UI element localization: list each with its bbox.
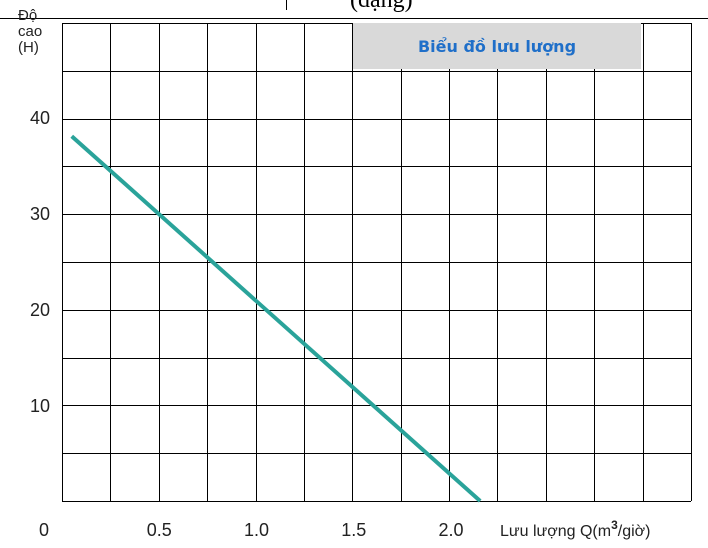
chart-legend: Biểu đồ lưu lượng [353, 23, 641, 69]
x-axis-label: Lưu lượng Q(m3/giờ) [500, 518, 650, 540]
x-tick-labels: 0 0.5 1.0 1.5 2.0 [39, 520, 464, 540]
header-fragment: (dạng) [0, 0, 708, 20]
y-axis-label-line: (H) [18, 39, 39, 56]
header-fragment-text: (dạng) [350, 0, 413, 13]
y-axis-label-line: Độ [18, 7, 37, 24]
header-divider [286, 0, 287, 10]
header-rule [0, 18, 708, 19]
series-line [70, 134, 482, 503]
legend-background [353, 23, 641, 69]
x-tick-label: 0 [39, 520, 49, 540]
y-axis-label-line: cao [18, 23, 42, 40]
y-tick-labels: 10 20 30 40 [30, 108, 50, 416]
chart-title: Biểu đồ lưu lượng [418, 37, 576, 56]
x-tick-label: 2.0 [438, 520, 463, 540]
y-tick-label: 30 [30, 204, 50, 224]
y-tick-label: 20 [30, 300, 50, 320]
x-tick-label: 1.0 [244, 520, 269, 540]
series-layer [70, 134, 482, 503]
chart-grid [62, 23, 692, 502]
x-tick-label: 1.5 [341, 520, 366, 540]
x-tick-label: 0.5 [147, 520, 172, 540]
y-tick-label: 10 [30, 396, 50, 416]
y-tick-label: 40 [30, 108, 50, 128]
